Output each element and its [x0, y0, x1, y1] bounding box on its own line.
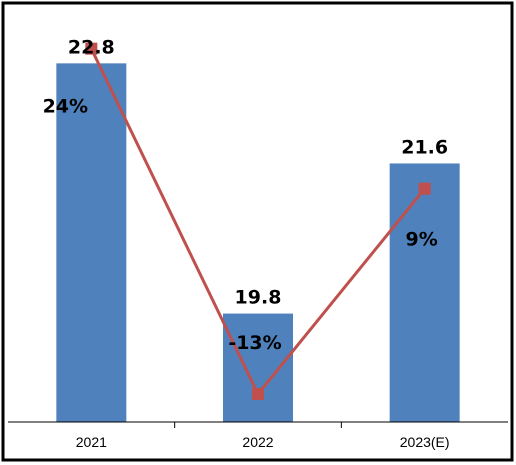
growth-value-label: -13%: [228, 332, 281, 354]
growth-marker: [252, 388, 264, 400]
labels-layer: 22.8 19.8 21.6 24% -13% 9%: [43, 36, 449, 354]
growth-marker: [418, 182, 431, 195]
bar-value-label: 22.8: [68, 36, 115, 58]
growth-value-label: 24%: [43, 96, 88, 118]
x-tick-label: 2023(E): [400, 434, 450, 450]
bars-layer: [56, 63, 460, 423]
growth-value-label: 9%: [406, 229, 438, 251]
bar-value-label: 19.8: [235, 287, 282, 309]
bar-2023(E): [389, 163, 460, 422]
bar-value-label: 21.6: [401, 136, 448, 158]
growth-marker: [85, 42, 98, 55]
ticks-layer: 2021 2022 2023(E): [76, 422, 450, 450]
line-layer: [85, 42, 431, 400]
x-tick-label: 2021: [76, 434, 107, 450]
bar-2022: [223, 313, 293, 422]
bar-2021: [56, 63, 127, 423]
x-tick-label: 2022: [242, 434, 273, 450]
